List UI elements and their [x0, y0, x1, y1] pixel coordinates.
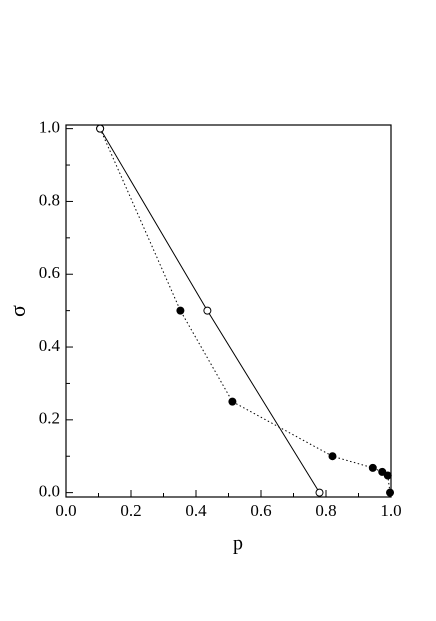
x-tick-label: 0.4 [185, 501, 207, 520]
x-axis-label: p [233, 533, 243, 555]
data-point [203, 306, 212, 315]
data-point [228, 397, 237, 406]
x-tick-label: 0.6 [250, 501, 271, 520]
y-tick-label: 0.4 [39, 336, 61, 355]
data-point [383, 471, 392, 480]
data-point [386, 488, 395, 497]
data-point [176, 306, 185, 315]
data-point [96, 124, 105, 133]
data-point [368, 463, 377, 472]
y-tick-label: 0.2 [39, 409, 60, 428]
series-line [99, 128, 391, 493]
y-tick-label: 0.6 [39, 263, 60, 282]
y-axis-label: σ [5, 305, 30, 317]
x-tick-label: 0.2 [120, 501, 141, 520]
y-tick-label: 1.0 [39, 118, 60, 137]
x-tick-label: 0.8 [315, 501, 336, 520]
data-point [328, 452, 337, 461]
x-tick-label: 1.0 [380, 501, 401, 520]
y-tick-label: 0.0 [39, 482, 60, 501]
x-tick-label: 0.0 [55, 501, 76, 520]
data-point [378, 467, 387, 476]
data-point [315, 488, 324, 497]
y-tick-label: 0.8 [39, 190, 60, 209]
plot-frame [65, 124, 392, 498]
